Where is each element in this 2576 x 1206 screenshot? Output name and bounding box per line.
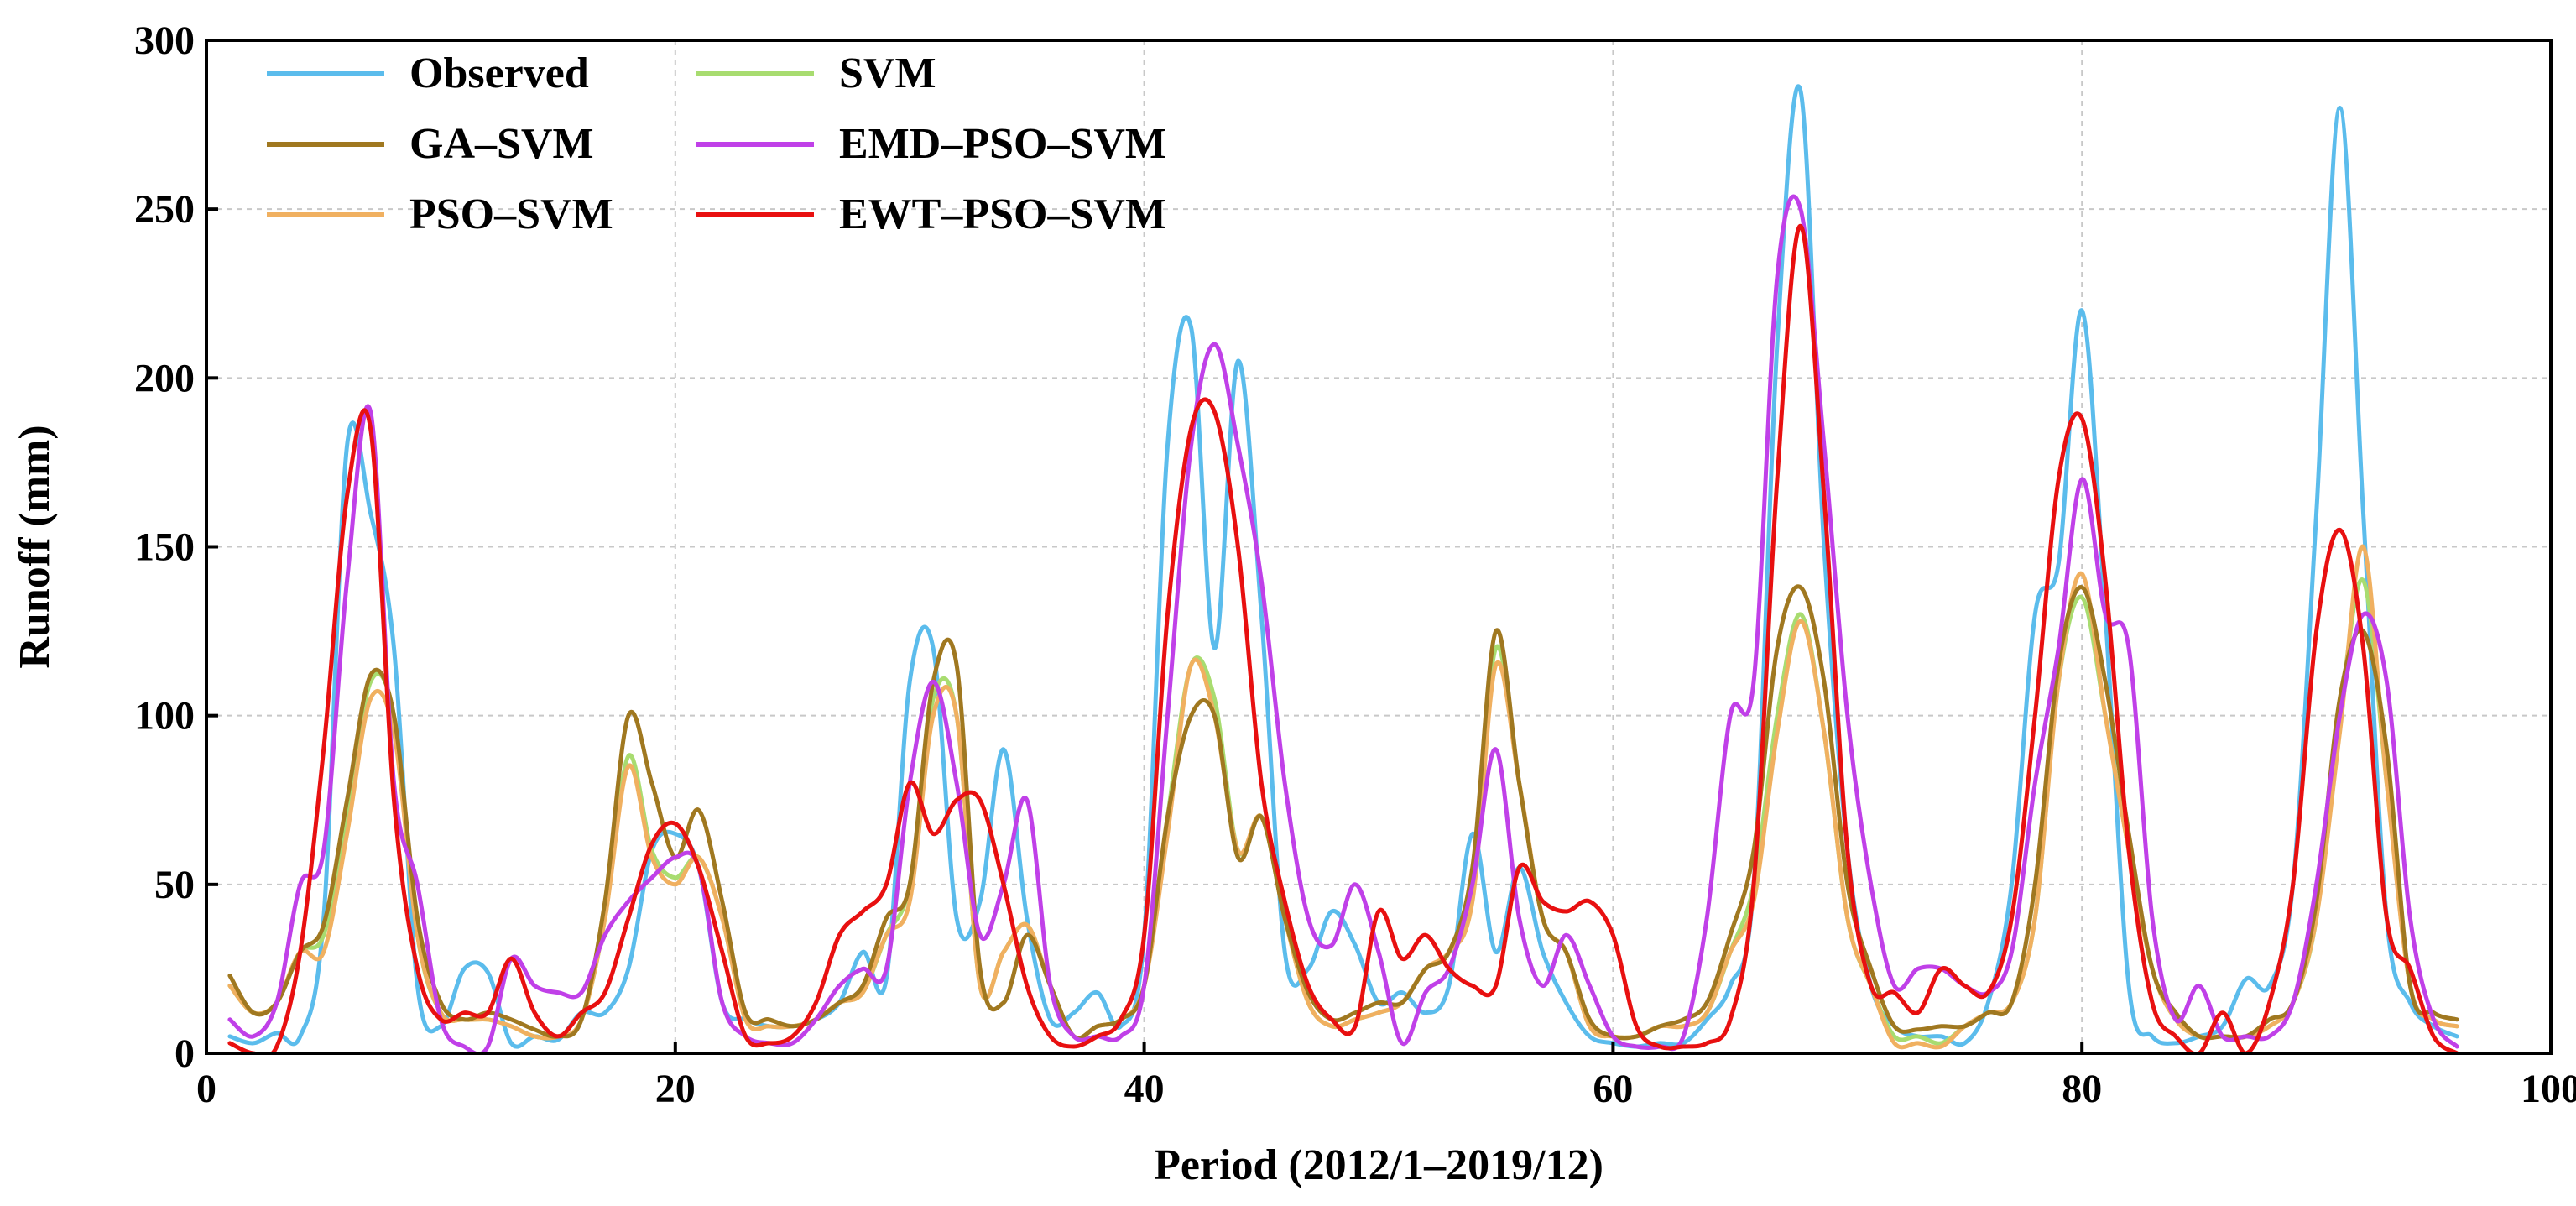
y-tick-label: 300 [134, 18, 195, 63]
legend-label-svm: SVM [839, 50, 936, 97]
x-tick-label: 40 [1124, 1067, 1165, 1111]
series-line-pso-svm [227, 544, 2459, 1050]
x-tick-label: 80 [2062, 1067, 2102, 1111]
grid [206, 40, 2551, 1053]
x-tick-label: 0 [196, 1067, 216, 1111]
y-tick-label: 200 [134, 356, 195, 400]
y-tick-label: 0 [175, 1031, 195, 1076]
x-tick-label: 60 [1593, 1067, 1633, 1111]
legend-label-observed: Observed [409, 50, 589, 97]
legend: Observed SVM GA–SVM EMD–PSO–SVM PSO–SVM EWT–P… [267, 50, 1166, 238]
y-tick-label: 150 [134, 525, 195, 570]
series-line-ga-svm [227, 584, 2459, 1041]
x-axis-title: Period (2012/1–2019/12) [1154, 1141, 1603, 1189]
legend-label-ewt-pso-svm: EWT–PSO–SVM [839, 191, 1166, 238]
series-line-ewt-pso-svm [227, 223, 2459, 1053]
y-axis-title: Runoff (mm) [11, 425, 59, 668]
y-tick-label: 50 [154, 863, 195, 907]
legend-label-ga-svm: GA–SVM [409, 120, 594, 168]
legend-label-pso-svm: PSO–SVM [409, 191, 613, 238]
series-line-emd-pso-svm [227, 194, 2459, 1053]
series-group [227, 84, 2459, 1053]
y-tick-label: 100 [134, 694, 195, 739]
legend-label-emd-pso-svm: EMD–PSO–SVM [839, 120, 1166, 168]
x-tick-label: 100 [2521, 1067, 2576, 1111]
y-tick-label: 250 [134, 187, 195, 232]
ticks: 0 20 40 60 80 100 0 50 100 150 200 250 300 [134, 18, 2576, 1111]
x-tick-label: 20 [655, 1067, 696, 1111]
